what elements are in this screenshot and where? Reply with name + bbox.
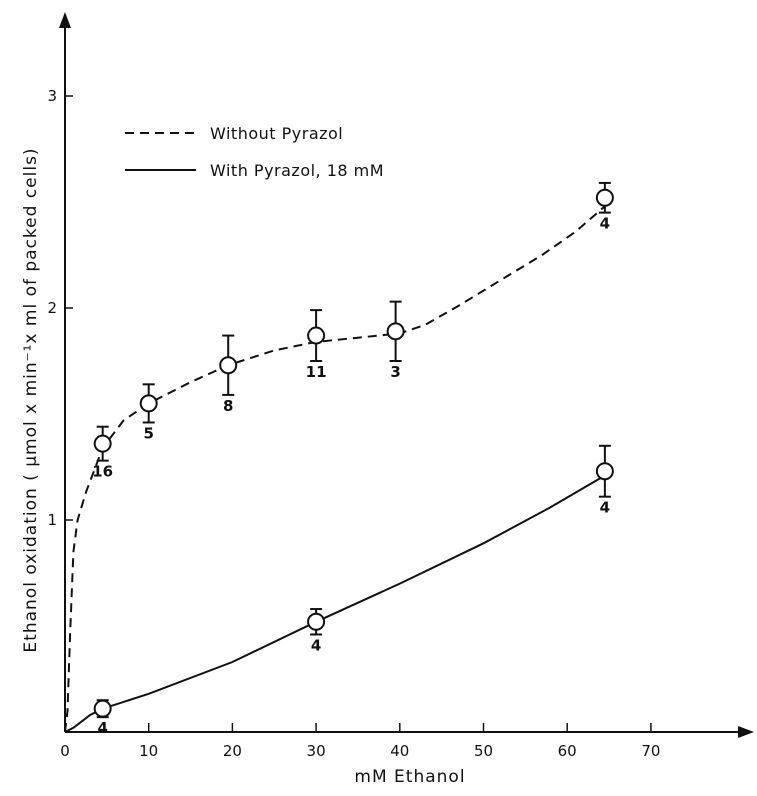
sample-size-label: 11 <box>306 363 327 381</box>
y-tick-label: 1 <box>47 511 57 529</box>
data-point <box>307 326 326 345</box>
x-tick-label: 60 <box>558 742 577 760</box>
data-point <box>595 188 614 207</box>
sample-size-label: 4 <box>600 499 610 517</box>
y-axis <box>59 12 71 732</box>
x-tick-label: 10 <box>139 742 158 760</box>
data-point <box>93 699 112 718</box>
x-axis <box>65 726 754 738</box>
x-tick-label: 0 <box>60 742 70 760</box>
sample-size-label: 4 <box>311 636 321 654</box>
x-tick-label: 50 <box>474 742 493 760</box>
data-point <box>139 394 158 413</box>
series-line <box>64 474 606 733</box>
y-axis-arrow <box>59 12 71 28</box>
series-line <box>64 205 606 733</box>
sample-size-label: 4 <box>97 719 107 737</box>
sample-size-label: 3 <box>390 363 400 381</box>
x-tick-label: 40 <box>390 742 409 760</box>
legend-label-without-pyrazol: Without Pyrazol <box>210 124 343 143</box>
series-without-pyrazol: 16 5 8 11 3 4 <box>64 181 614 733</box>
x-ticks: 0 10 20 30 40 50 60 70 <box>60 723 660 760</box>
data-point <box>219 356 238 375</box>
legend: Without Pyrazol With Pyrazol, 18 mM <box>125 124 384 180</box>
x-axis-title: mM Ethanol <box>354 767 465 787</box>
data-point <box>595 462 614 481</box>
legend-label-with-pyrazol: With Pyrazol, 18 mM <box>210 161 384 180</box>
sample-size-label: 8 <box>223 397 233 415</box>
data-point <box>386 322 405 341</box>
x-tick-label: 30 <box>307 742 326 760</box>
y-axis-title: Ethanol oxidation ( µmol x min⁻¹x ml of … <box>21 147 41 652</box>
data-point <box>93 434 112 453</box>
series-layer: 16 5 8 11 3 4 4 4 4 <box>64 181 614 737</box>
data-point <box>307 612 326 631</box>
sample-size-label: 4 <box>600 215 610 233</box>
sample-size-label: 16 <box>92 463 113 481</box>
y-tick-label: 2 <box>47 299 57 317</box>
y-ticks: 1 2 3 <box>47 87 73 529</box>
x-tick-label: 20 <box>223 742 242 760</box>
y-tick-label: 3 <box>47 87 57 105</box>
series-with-pyrazol: 4 4 4 <box>64 444 614 737</box>
sample-size-label: 5 <box>143 424 153 442</box>
x-tick-label: 70 <box>641 742 660 760</box>
x-axis-arrow <box>738 726 754 738</box>
